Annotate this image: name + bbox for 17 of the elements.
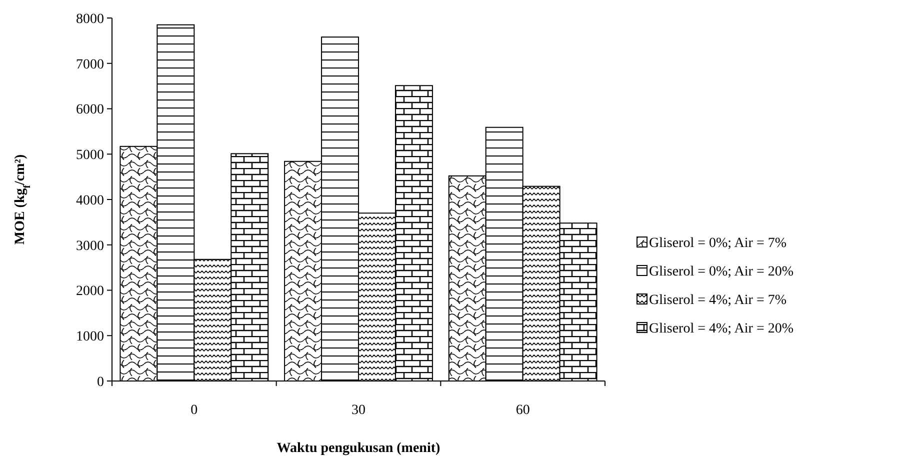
y-tick-label: 5000	[76, 148, 104, 164]
legend-label: Gliserol = 0%; Air = 7%	[649, 236, 787, 251]
y-tick-label: 4000	[76, 193, 104, 208]
y-tick-label: 0	[97, 374, 104, 390]
y-tick-label: 1000	[76, 330, 104, 345]
y-tick-label: 3000	[76, 238, 104, 254]
y-tick-label: 7000	[76, 57, 104, 72]
x-tick-label: 30	[352, 403, 366, 418]
x-tick-label: 60	[516, 403, 530, 418]
legend-label: Gliserol = 4%; Air = 20%	[649, 321, 794, 336]
x-tick-label: 0	[190, 403, 198, 418]
legend-label: Gliserol = 0%; Air = 20%	[649, 264, 794, 280]
y-tick-label: 2000	[76, 284, 104, 300]
x-axis-title: Waktu pengukusan (menit)	[276, 441, 441, 456]
y-tick-label: 6000	[76, 102, 104, 118]
legend-label: Gliserol = 4%; Air = 7%	[649, 292, 787, 308]
y-tick-label: 8000	[76, 12, 104, 27]
